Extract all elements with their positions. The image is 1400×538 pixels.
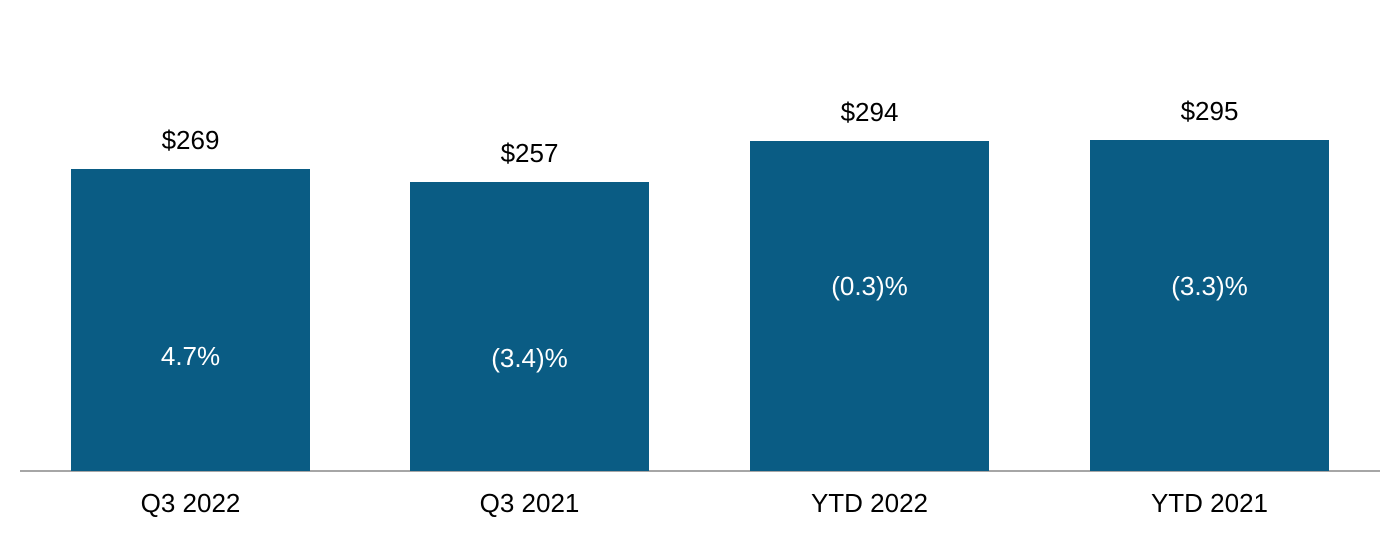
x-axis-tick-label: Q3 2021 [479, 488, 580, 518]
bar-value-label: $269 [161, 125, 220, 155]
x-axis-tick-label: YTD 2022 [810, 488, 929, 518]
bar-percent-label: (3.4)% [491, 343, 568, 374]
bar-value-label: $294 [840, 97, 899, 127]
bar [71, 169, 310, 471]
bar-value-label: $295 [1180, 96, 1239, 126]
x-axis-tick-label: YTD 2021 [1150, 488, 1269, 518]
bar-percent-label: (0.3)% [831, 271, 908, 302]
bar-value-label: $257 [500, 138, 559, 168]
bar [410, 182, 649, 471]
x-axis-tick-label: Q3 2022 [140, 488, 241, 518]
bar [750, 141, 989, 471]
bar-percent-label: 4.7% [160, 341, 221, 372]
x-axis-line [20, 470, 1380, 472]
bar [1090, 140, 1329, 471]
bar-percent-label: (3.3)% [1171, 270, 1248, 301]
